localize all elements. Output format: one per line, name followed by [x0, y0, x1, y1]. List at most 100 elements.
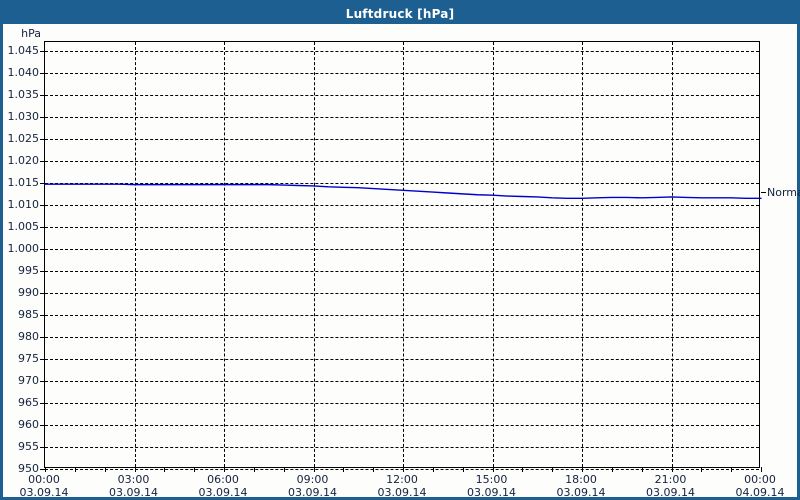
x-axis-tick — [731, 467, 733, 472]
gridline-vertical — [492, 42, 494, 467]
gridline-horizontal — [45, 380, 759, 382]
y-axis-tick-label: 1.020 — [7, 153, 40, 167]
y-axis-tick — [40, 292, 45, 294]
gridline-vertical — [582, 42, 583, 467]
gridline-vertical — [224, 42, 225, 467]
x-axis-tick — [343, 467, 345, 472]
x-axis-tick-label: 00:00 03.09.14 — [4, 473, 84, 499]
gridline-horizontal — [45, 358, 759, 360]
gridline-horizontal — [45, 270, 759, 272]
x-axis-time: 12:00 — [386, 473, 418, 486]
x-axis-tick — [74, 467, 76, 472]
x-axis-tick-label: 18:00 03.09.14 — [541, 473, 621, 499]
x-axis-date: 03.09.14 — [377, 486, 427, 499]
x-axis-date: 03.09.14 — [19, 486, 69, 499]
x-axis-tick — [373, 467, 375, 472]
x-axis-tick — [224, 467, 225, 472]
x-axis-tick-label: 00:00 04.09.14 — [720, 473, 800, 499]
x-axis-tick-label: 21:00 03.09.14 — [631, 473, 711, 499]
y-axis-tick-label: 955 — [18, 439, 39, 453]
pressure-series-line — [44, 183, 762, 199]
x-axis-tick-label: 06:00 03.09.14 — [183, 473, 263, 499]
x-axis-date: 03.09.14 — [556, 486, 606, 499]
x-axis-tick — [671, 467, 673, 472]
x-axis-time: 03:00 — [117, 473, 150, 486]
gridline-horizontal — [45, 72, 759, 74]
y-axis-tick-label: 1.030 — [7, 109, 40, 123]
page-title: Luftdruck [hPa] — [345, 6, 455, 21]
y-axis-tick — [40, 358, 45, 360]
x-axis-tick-label: 03:00 03.09.14 — [94, 473, 174, 499]
x-axis-tick — [194, 467, 196, 472]
y-axis-tick — [40, 314, 45, 316]
x-axis-date: 03.09.14 — [646, 486, 695, 499]
x-axis-tick-label: 15:00 03.09.14 — [452, 473, 532, 499]
gridline-horizontal — [45, 160, 759, 162]
gridline-vertical — [313, 42, 315, 467]
x-axis-tick — [552, 467, 554, 472]
gridline-vertical — [403, 42, 404, 467]
x-axis-tick — [611, 467, 613, 472]
y-axis-tick — [40, 94, 45, 96]
gridline-horizontal — [45, 292, 759, 294]
x-axis-tick — [641, 467, 643, 472]
y-axis-tick — [40, 204, 45, 206]
gridline-vertical — [134, 42, 136, 467]
x-axis-date: 03.09.14 — [467, 486, 516, 499]
y-axis-tick-label: 950 — [18, 462, 39, 475]
x-axis-time: 00:00 — [28, 473, 60, 486]
y-axis-tick-label: 1.025 — [7, 131, 40, 145]
x-axis-tick — [164, 467, 166, 472]
gridline-horizontal — [45, 138, 759, 140]
y-axis-tick — [40, 182, 45, 184]
gridline-horizontal — [45, 446, 759, 448]
gridline-vertical — [671, 42, 673, 467]
gridline-horizontal — [45, 226, 759, 228]
x-axis-tick — [253, 467, 255, 472]
y-axis-tick — [40, 270, 45, 272]
x-axis-time: 18:00 — [565, 473, 597, 486]
y-axis-tick — [40, 138, 45, 140]
y-axis-tick — [40, 424, 45, 426]
x-axis-tick — [761, 467, 762, 472]
gridline-horizontal — [45, 314, 759, 316]
y-axis-tick-label: 1.015 — [7, 175, 40, 189]
x-axis-date: 03.09.14 — [288, 486, 337, 499]
x-axis-tick — [432, 467, 434, 472]
gridline-horizontal — [45, 182, 759, 184]
x-axis-tick — [313, 467, 315, 472]
y-axis-tick — [40, 226, 45, 228]
y-axis-tick — [40, 380, 45, 382]
gridline-horizontal — [45, 248, 759, 250]
gridline-horizontal — [45, 336, 759, 338]
x-axis-time: 06:00 — [207, 473, 239, 486]
y-axis-tick-label: 960 — [18, 417, 39, 431]
y-axis-tick-label: 1.040 — [7, 65, 40, 79]
y-axis-tick — [40, 50, 45, 52]
x-axis-tick — [492, 467, 494, 472]
x-axis-time: 21:00 — [654, 473, 687, 486]
x-axis-tick — [134, 467, 136, 472]
y-axis-tick-label: 1.045 — [7, 43, 40, 57]
x-axis-tick-label: 12:00 03.09.14 — [362, 473, 442, 499]
y-axis-tick — [40, 336, 45, 338]
y-axis-tick — [40, 72, 45, 74]
y-axis-tick-label: 970 — [18, 373, 39, 387]
y-axis-tick-label: 965 — [18, 395, 39, 409]
x-axis-tick — [403, 467, 404, 472]
y-axis-tick — [40, 116, 45, 118]
normal-reference-tick — [761, 191, 766, 193]
chart-canvas: hPa 1.045 1.040 1.035 1.030 1.025 1.020 1.015 1… — [3, 24, 800, 499]
plot-area: Normal — [40, 41, 800, 472]
x-axis-time: 09:00 — [296, 473, 329, 486]
normal-reference-label: Normal — [767, 185, 800, 199]
y-axis-tick-label: 1.005 — [7, 219, 40, 233]
y-axis-tick-label: 975 — [18, 351, 39, 365]
gridline-horizontal — [45, 116, 759, 118]
x-axis-time: 00:00 — [744, 473, 776, 486]
gridline-horizontal — [45, 424, 759, 426]
y-axis-tick-label: 980 — [18, 329, 39, 343]
x-axis-tick — [462, 467, 464, 472]
gridline-horizontal — [45, 94, 759, 96]
